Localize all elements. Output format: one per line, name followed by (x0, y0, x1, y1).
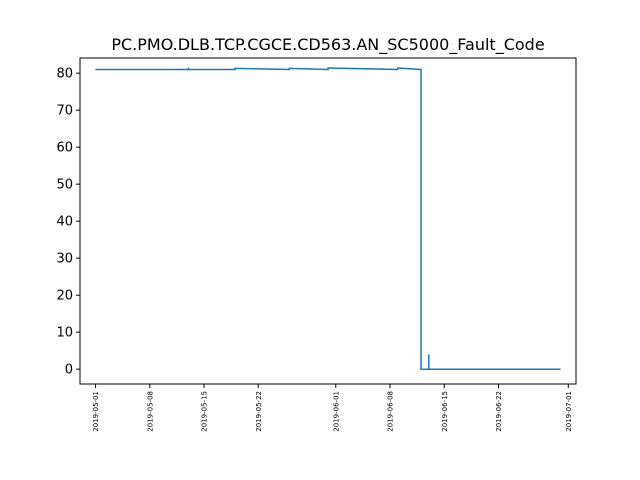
series-line-0 (95, 67, 561, 370)
x-tick-label: 2019-05-22 (255, 391, 263, 432)
x-tick-label: 2019-06-15 (441, 391, 449, 432)
plot-area (95, 67, 561, 370)
y-tick-label: 80 (56, 67, 73, 82)
y-tick-label: 40 (56, 215, 73, 230)
y-tick-label: 0 (65, 363, 73, 378)
x-tick-label: 2019-05-15 (201, 391, 209, 432)
x-tick-label: 2019-05-01 (92, 391, 100, 432)
plot-frame (79, 57, 577, 385)
y-tick-label: 50 (56, 178, 73, 193)
y-tick-label: 20 (56, 289, 73, 304)
y-tick-label: 60 (56, 141, 73, 156)
x-tick-label: 2019-05-08 (146, 391, 154, 432)
y-tick-label: 10 (56, 326, 73, 341)
x-tick-label: 2019-06-08 (387, 391, 395, 432)
y-axis: 0 10 20 30 40 50 60 70 80 (56, 67, 80, 378)
x-axis: 2019-05-01 2019-05-08 2019-05-15 2019-05-22… (92, 384, 573, 432)
x-tick-label: 2019-06-01 (332, 391, 340, 432)
chart-title: PC.PMO.DLB.TCP.CGCE.CD563.AN_SC5000_Faul… (111, 35, 544, 55)
x-tick-label: 2019-06-22 (495, 391, 503, 432)
y-tick-label: 70 (56, 104, 73, 119)
x-tick-label: 2019-07-01 (565, 391, 573, 432)
y-tick-label: 30 (56, 252, 73, 267)
